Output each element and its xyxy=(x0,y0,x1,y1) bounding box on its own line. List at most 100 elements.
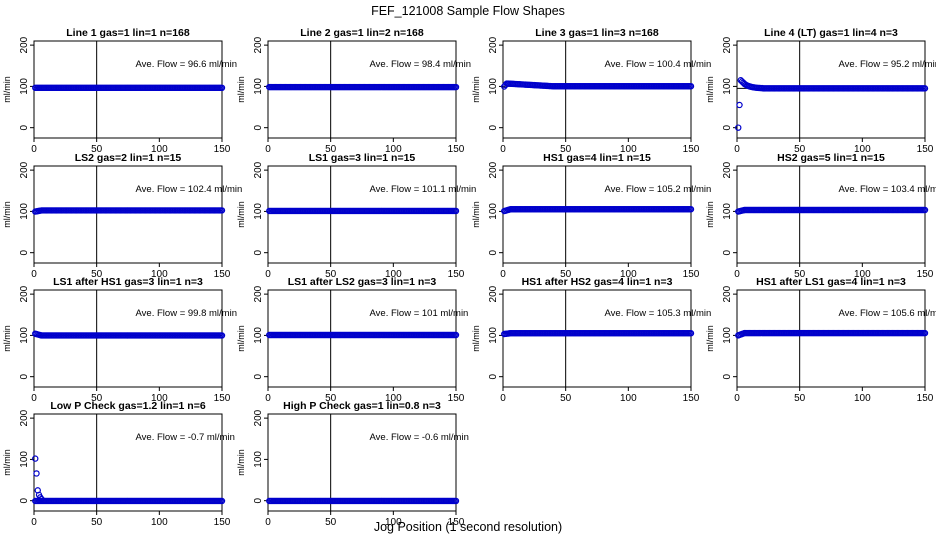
data-point xyxy=(687,330,695,337)
y-axis-label: ml/min xyxy=(236,449,246,476)
x-tick-label: 0 xyxy=(31,393,37,404)
panel-title: HS1 after LS1 gas=4 lin=1 n=3 xyxy=(756,276,906,288)
flow-annotation: Ave. Flow = 101.1 ml/min xyxy=(370,184,477,195)
x-tick-label: 0 xyxy=(265,144,271,155)
data-point xyxy=(452,83,460,91)
x-tick-label: 150 xyxy=(917,393,934,404)
flow-annotation: Ave. Flow = -0.7 ml/min xyxy=(136,432,235,443)
x-tick-label: 100 xyxy=(854,269,871,280)
y-tick-label: 0 xyxy=(488,124,499,130)
x-tick-label: 0 xyxy=(734,269,740,280)
x-tick-label: 150 xyxy=(683,393,700,404)
y-tick-label: 200 xyxy=(488,285,499,302)
y-tick-label: 100 xyxy=(488,327,499,344)
y-tick-label: 200 xyxy=(19,409,30,426)
y-tick-label: 0 xyxy=(722,249,733,255)
y-tick-label: 100 xyxy=(253,78,264,95)
panel-6: LS1 gas=3 lin=1 n=15 0 50 100 150 0 100 200 ml/m… xyxy=(236,152,476,280)
x-tick-label: 100 xyxy=(385,393,402,404)
y-tick-label: 0 xyxy=(722,373,733,379)
x-tick-label: 150 xyxy=(448,393,465,404)
y-axis-label: ml/min xyxy=(2,201,12,228)
y-tick-label: 0 xyxy=(488,373,499,379)
flow-annotation: Ave. Flow = 102.4 ml/min xyxy=(136,184,243,195)
x-tick-label: 150 xyxy=(917,269,934,280)
flow-annotation: Ave. Flow = 99.8 ml/min xyxy=(136,308,237,319)
x-tick-label: 50 xyxy=(325,144,337,155)
x-tick-label: 50 xyxy=(325,393,337,404)
y-tick-label: 0 xyxy=(253,124,264,130)
x-tick-label: 0 xyxy=(265,393,271,404)
y-tick-label: 200 xyxy=(253,409,264,426)
flow-annotation: Ave. Flow = 95.2 ml/min xyxy=(839,59,936,70)
x-tick-label: 0 xyxy=(500,393,506,404)
y-axis-label: ml/min xyxy=(236,325,246,352)
plot-frame xyxy=(502,289,692,388)
x-tick-label: 50 xyxy=(325,269,337,280)
x-tick-label: 50 xyxy=(91,144,103,155)
data-point xyxy=(218,497,226,505)
y-axis-label: ml/min xyxy=(471,76,481,103)
panel-7: HS1 gas=4 lin=1 n=15 0 50 100 150 0 100 200 ml/m… xyxy=(471,152,711,280)
y-tick-label: 100 xyxy=(253,203,264,220)
panel-8: HS2 gas=5 lin=1 n=15 0 50 100 150 0 100 200 ml/m… xyxy=(705,152,936,280)
x-tick-label: 100 xyxy=(854,144,871,155)
y-tick-label: 200 xyxy=(253,285,264,302)
data-point xyxy=(32,455,39,462)
x-tick-label: 50 xyxy=(794,269,806,280)
data-point xyxy=(921,206,929,214)
plot-frame xyxy=(267,413,457,512)
y-axis-label: ml/min xyxy=(471,201,481,228)
x-tick-label: 150 xyxy=(917,144,934,155)
x-tick-label: 100 xyxy=(620,144,637,155)
data-point xyxy=(218,84,226,92)
x-tick-label: 150 xyxy=(214,393,231,404)
data-point xyxy=(452,207,460,215)
data-point xyxy=(687,83,695,90)
x-tick-label: 150 xyxy=(214,269,231,280)
y-tick-label: 0 xyxy=(253,373,264,379)
data-point xyxy=(218,207,226,214)
x-tick-label: 50 xyxy=(560,393,572,404)
panels-group: Line 1 gas=1 lin=1 n=168 0 50 100 150 0 100 200… xyxy=(2,27,936,528)
panel-11: HS1 after HS2 gas=4 lin=1 n=3 0 50 100 150 0 1… xyxy=(471,276,711,404)
plot-frame xyxy=(502,40,692,139)
x-tick-label: 150 xyxy=(448,517,465,528)
y-tick-label: 0 xyxy=(19,373,30,379)
x-tick-label: 150 xyxy=(214,144,231,155)
y-tick-label: 200 xyxy=(488,36,499,53)
y-axis-label: ml/min xyxy=(705,201,715,228)
panel-title: High P Check gas=1 lin=0.8 n=3 xyxy=(283,400,441,412)
x-tick-label: 100 xyxy=(385,517,402,528)
y-tick-label: 200 xyxy=(722,161,733,178)
panel-10: LS1 after LS2 gas=3 lin=1 n=3 0 50 100 150 0 1… xyxy=(236,276,468,404)
flow-annotation: Ave. Flow = 101 ml/min xyxy=(370,308,469,319)
y-tick-label: 100 xyxy=(253,451,264,468)
y-tick-label: 0 xyxy=(722,124,733,130)
flow-annotation: Ave. Flow = 100.4 ml/min xyxy=(605,59,712,70)
x-tick-label: 100 xyxy=(854,393,871,404)
x-tick-label: 150 xyxy=(448,144,465,155)
flow-annotation: Ave. Flow = 103.4 ml/min xyxy=(839,184,936,195)
y-tick-label: 200 xyxy=(253,36,264,53)
panel-13: Low P Check gas=1.2 lin=1 n=6 0 50 100 150 0 1… xyxy=(2,400,235,528)
y-tick-label: 100 xyxy=(722,78,733,95)
panel-2: Line 2 gas=1 lin=2 n=168 0 50 100 150 0 100 200… xyxy=(236,27,471,155)
plot-frame xyxy=(267,165,457,264)
data-point xyxy=(735,124,742,131)
y-axis-label: ml/min xyxy=(2,325,12,352)
y-tick-label: 0 xyxy=(253,497,264,503)
x-tick-label: 150 xyxy=(214,517,231,528)
data-point xyxy=(452,331,460,339)
y-tick-label: 100 xyxy=(19,203,30,220)
x-tick-label: 0 xyxy=(734,144,740,155)
x-tick-label: 0 xyxy=(31,144,37,155)
figure-title: FEF_121008 Sample Flow Shapes xyxy=(371,4,565,18)
x-tick-label: 0 xyxy=(265,269,271,280)
x-tick-label: 100 xyxy=(151,144,168,155)
x-tick-label: 100 xyxy=(385,144,402,155)
x-tick-label: 100 xyxy=(385,269,402,280)
panel-title: LS2 gas=2 lin=1 n=15 xyxy=(75,152,182,164)
x-tick-label: 50 xyxy=(794,144,806,155)
